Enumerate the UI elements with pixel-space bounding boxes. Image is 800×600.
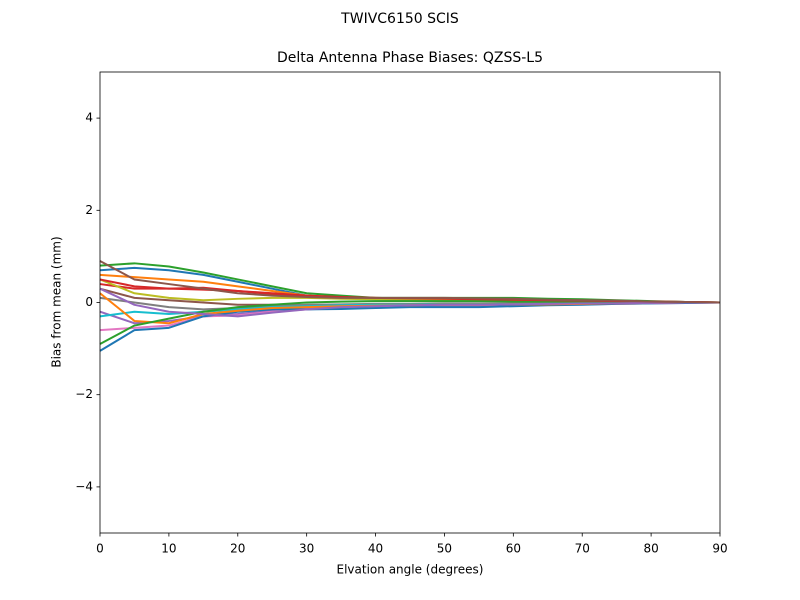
- x-tick-label: 60: [506, 542, 521, 556]
- x-tick-label: 40: [368, 542, 383, 556]
- series-line: [99, 301, 721, 352]
- x-tick-label: 50: [437, 542, 452, 556]
- chart-title: Delta Antenna Phase Biases: QZSS-L5: [277, 50, 543, 66]
- x-tick-label: 0: [96, 542, 104, 556]
- series-line: [99, 260, 721, 304]
- series-line: [99, 262, 721, 304]
- y-tick-label: 2: [85, 203, 93, 217]
- suptitle: TWIVC6150 SCIS: [340, 11, 459, 27]
- x-tick-label: 30: [299, 542, 314, 556]
- y-tick-label: −2: [75, 387, 93, 401]
- x-tick-label: 80: [643, 542, 658, 556]
- x-tick-label: 90: [712, 542, 727, 556]
- y-tick-label: 0: [85, 295, 93, 309]
- x-axis-label: Elvation angle (degrees): [337, 563, 484, 577]
- x-tick-label: 20: [230, 542, 245, 556]
- y-tick-label: 4: [85, 111, 93, 125]
- y-tick-label: −4: [75, 479, 93, 493]
- y-axis-label: Bias from mean (mm): [50, 236, 64, 367]
- series-line: [99, 287, 720, 318]
- x-tick-label: 10: [161, 542, 176, 556]
- x-tick-label: 70: [575, 542, 590, 556]
- plot-frame: [99, 71, 721, 534]
